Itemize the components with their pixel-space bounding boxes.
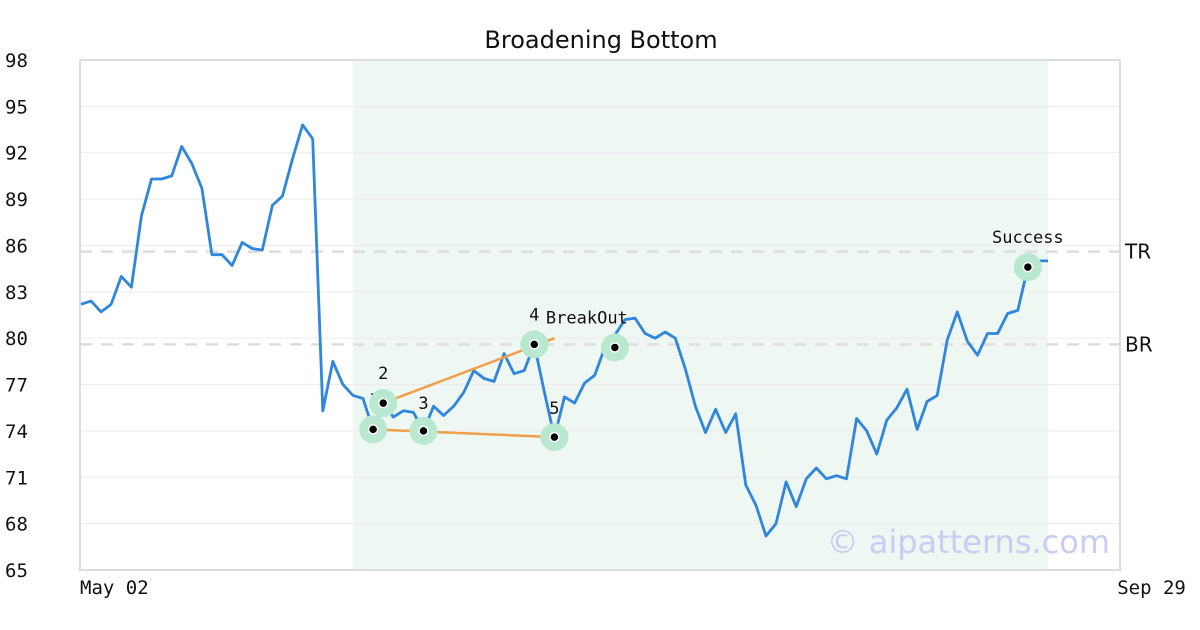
y-axis-ticks: 65 68 71 74 77 80 83 86 89 92 95 98 (5, 50, 28, 582)
x-axis-ticks: May 02 Sep 29 (80, 577, 1186, 599)
level-label: TR (1124, 240, 1151, 264)
pattern-point-label: 4 (529, 305, 539, 325)
y-tick-label: 65 (5, 560, 28, 582)
shaded-region-layer (352, 60, 1048, 570)
trendline (373, 428, 555, 439)
pattern-point-marker (377, 397, 389, 409)
y-tick-label: 89 (5, 189, 28, 211)
level-label: BR (1125, 332, 1153, 356)
pattern-point-marker (549, 431, 560, 443)
chart-title: Broadening Bottom (484, 26, 717, 54)
plot-frame (79, 59, 1121, 571)
pattern-point-marker (1022, 261, 1034, 273)
pattern-point-label: 5 (549, 399, 559, 419)
y-tick-label: 68 (5, 514, 28, 536)
price-series-line (80, 123, 1048, 538)
y-tick-label: 74 (5, 421, 28, 443)
pattern-shaded-region (352, 60, 1048, 570)
price-series-layer (80, 123, 1048, 538)
pattern-point-label: 3 (418, 394, 428, 414)
pattern-point-label: BreakOut (546, 308, 628, 328)
y-tick-label: 92 (5, 143, 28, 165)
y-tick-label: 80 (5, 328, 28, 350)
y-tick-label: 77 (5, 375, 28, 397)
pattern-points-layer: 12345BreakOutSuccess (359, 228, 1064, 452)
watermark: © aipatterns.com (827, 523, 1110, 561)
pattern-point-label: 2 (378, 364, 388, 384)
pattern-point-marker (609, 342, 621, 353)
pattern-point-label: Success (992, 228, 1064, 248)
x-tick-label: May 02 (80, 577, 149, 599)
pattern-point-marker (529, 339, 540, 350)
pattern-point-marker (367, 424, 379, 435)
y-tick-label: 71 (5, 467, 28, 489)
x-tick-label: Sep 29 (1117, 577, 1186, 599)
y-tick-label: 83 (5, 282, 28, 304)
y-tick-label: 86 (5, 235, 28, 257)
pattern-point-marker (418, 425, 429, 437)
y-tick-label: 95 (5, 96, 28, 118)
y-tick-label: 98 (5, 50, 28, 72)
